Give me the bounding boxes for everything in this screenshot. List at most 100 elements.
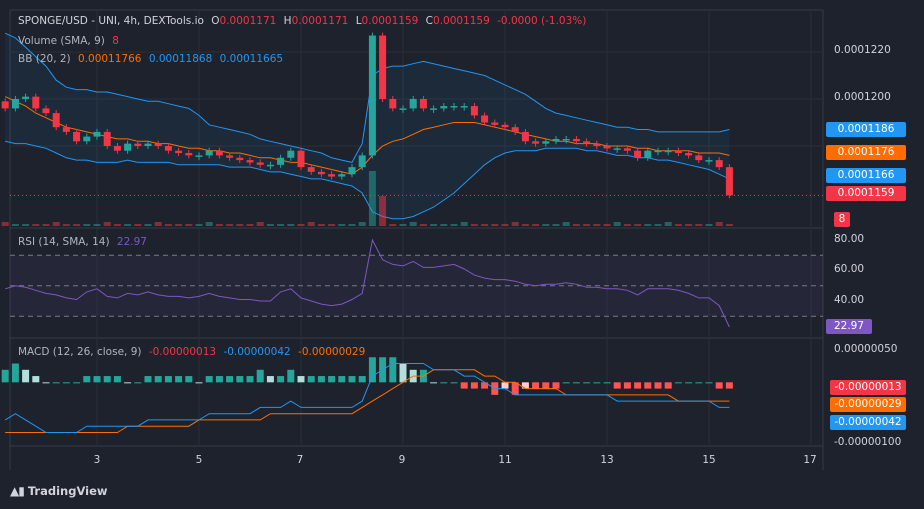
candle <box>164 146 172 151</box>
candle <box>583 141 591 144</box>
candle <box>83 136 91 142</box>
volume-bar <box>42 224 50 226</box>
macd-signal-tag: -0.00000029 <box>830 397 906 412</box>
candle <box>470 106 478 116</box>
candle <box>685 153 693 156</box>
candle <box>266 164 274 167</box>
macd-histogram-bar <box>562 382 570 384</box>
candle <box>256 162 264 165</box>
macd-histogram-bar <box>52 382 60 384</box>
macd-histogram-bar <box>205 376 213 383</box>
volume-bar <box>511 222 519 226</box>
macd-histogram-bar <box>348 376 356 383</box>
time-axis-label: 3 <box>93 454 101 466</box>
macd-histogram-bar <box>236 376 244 383</box>
rsi-legend[interactable]: RSI (14, SMA, 14) 22.97 <box>18 236 151 248</box>
volume-bar <box>103 222 111 226</box>
bb-upper-tag: 0.0001186 <box>826 122 906 137</box>
macd-histogram-bar <box>613 382 621 389</box>
macd-histogram-bar <box>695 382 703 384</box>
volume-bar <box>725 224 733 226</box>
macd-histogram-bar <box>542 382 550 389</box>
macd-hist-value: -0.00000013 <box>148 346 217 358</box>
rsi-legend-label: RSI (14, SMA, 14) <box>18 236 110 248</box>
symbol-title: SPONGE/USD - UNI, 4h, DEXTools.io <box>18 15 204 27</box>
candle <box>42 108 50 114</box>
bb-lower-tag: 0.0001166 <box>826 168 906 183</box>
macd-hist-tag: -0.00000013 <box>830 380 906 395</box>
volume-bar <box>532 224 540 226</box>
macd-histogram-bar <box>440 382 448 384</box>
volume-bar <box>287 224 295 226</box>
macd-histogram-bar <box>277 376 285 383</box>
candle <box>226 155 234 158</box>
macd-histogram-bar <box>634 382 642 389</box>
candle <box>215 150 223 156</box>
volume-bar <box>236 224 244 226</box>
last-price-tag: 0.0001159 <box>826 186 906 201</box>
candle <box>613 148 621 150</box>
high-value: 0.0001171 <box>291 15 349 27</box>
volume-legend-value: 8 <box>112 35 119 47</box>
macd-legend[interactable]: MACD (12, 26, close, 9) -0.00000013 -0.0… <box>18 346 369 358</box>
tradingview-logo[interactable]: ▲▮ TradingView <box>10 484 108 498</box>
macd-histogram-bar <box>175 376 183 383</box>
volume-bar <box>52 222 60 226</box>
volume-bar <box>113 224 121 226</box>
candle <box>328 174 336 177</box>
volume-tag: 8 <box>834 212 850 227</box>
candle <box>134 143 142 146</box>
volume-bar <box>368 171 376 226</box>
volume-bar <box>389 224 397 226</box>
candle <box>93 131 101 137</box>
price-axis-label: 0.0001200 <box>834 91 891 103</box>
candle <box>185 153 193 156</box>
volume-bar <box>654 224 662 226</box>
volume-bar <box>22 224 30 226</box>
volume-bar <box>1 222 9 226</box>
volume-bar <box>430 224 438 226</box>
candle <box>317 171 325 175</box>
macd-histogram-bar <box>154 376 162 383</box>
volume-bar <box>348 224 356 226</box>
volume-bar <box>185 224 193 226</box>
volume-bar <box>685 224 693 226</box>
macd-histogram-bar <box>62 382 70 384</box>
candle <box>379 35 387 99</box>
volume-bar <box>715 222 723 226</box>
volume-bar <box>521 224 529 226</box>
open-label: O <box>211 15 220 27</box>
candle <box>175 150 183 154</box>
open-value: 0.0001171 <box>219 15 277 27</box>
macd-histogram-bar <box>481 382 489 389</box>
macd-signal-line <box>5 369 730 433</box>
macd-histogram-bar <box>450 382 458 384</box>
macd-histogram-bar <box>603 382 611 384</box>
candle <box>22 96 30 99</box>
bb-legend[interactable]: BB (20, 2) 0.00011766 0.00011868 0.00011… <box>18 53 287 65</box>
volume-legend[interactable]: Volume (SMA, 9) 8 <box>18 35 123 47</box>
macd-histogram-bar <box>715 382 723 389</box>
volume-bar <box>83 224 91 226</box>
volume-bar <box>623 224 631 226</box>
macd-histogram-bar <box>664 382 672 389</box>
bb-fill <box>5 33 730 219</box>
macd-histogram-bar <box>430 382 438 384</box>
rsi-axis-label: 40.00 <box>834 294 865 306</box>
time-axis-label: 7 <box>296 454 304 466</box>
candle <box>552 138 560 142</box>
candle <box>348 167 356 175</box>
volume-bar <box>481 224 489 226</box>
candle <box>1 101 9 109</box>
macd-histogram-bar <box>521 382 529 389</box>
volume-bar <box>62 224 70 226</box>
candle <box>430 108 438 110</box>
macd-histogram-bar <box>195 382 203 384</box>
volume-bar <box>379 196 387 226</box>
volume-bar <box>593 224 601 226</box>
macd-histogram-bar <box>11 363 19 383</box>
candle <box>409 99 417 109</box>
candle <box>307 167 315 172</box>
volume-bar <box>603 224 611 226</box>
